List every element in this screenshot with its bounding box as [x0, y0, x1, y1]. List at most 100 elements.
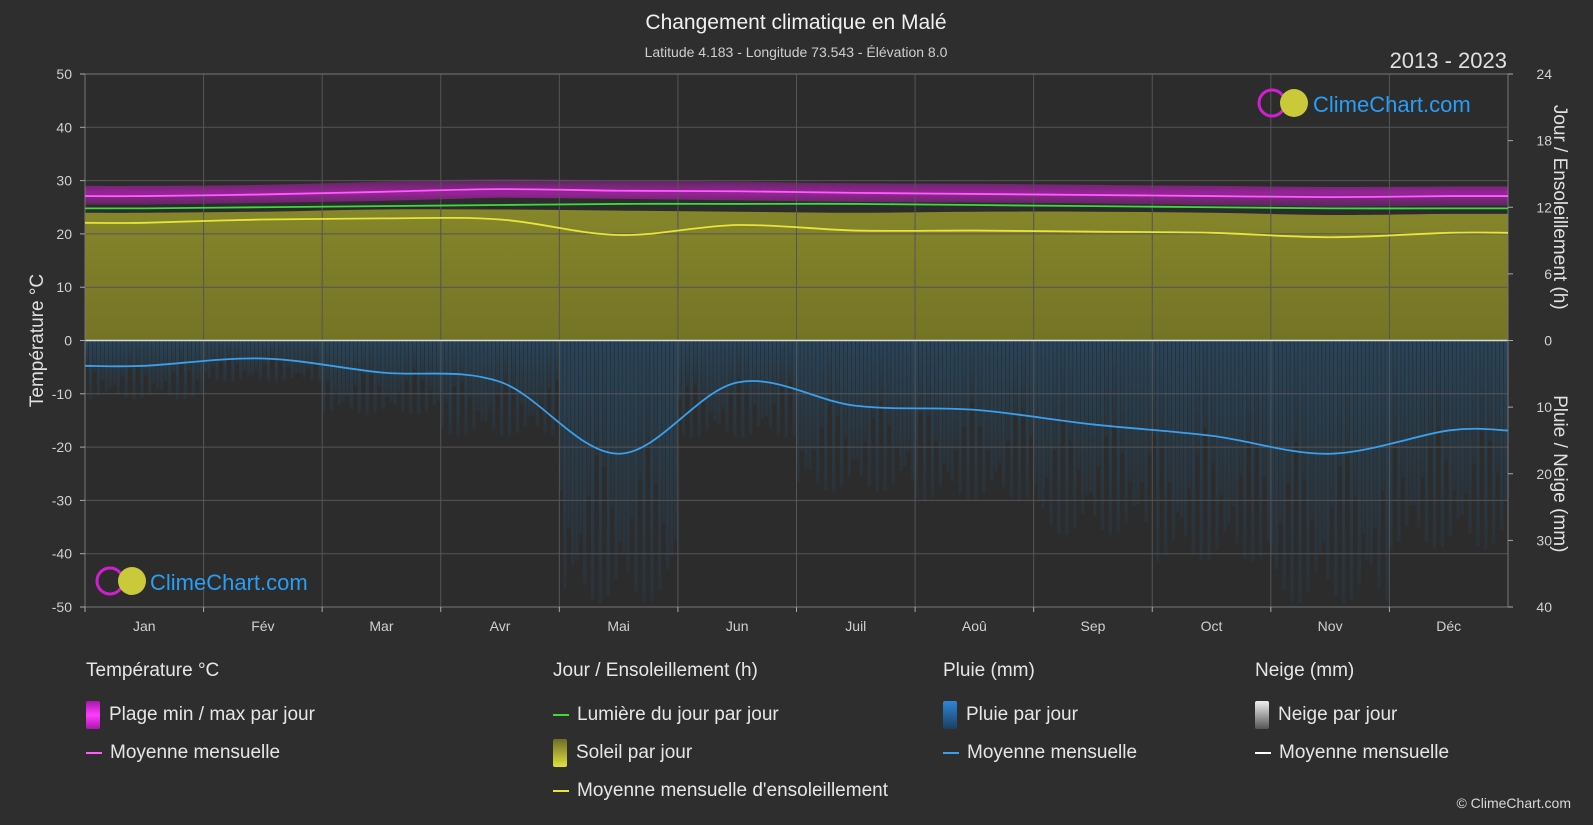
- rain-day-bar: [120, 340, 124, 378]
- rain-day-bar: [1199, 340, 1203, 561]
- rain-day-bar: [677, 340, 682, 401]
- rain-day-bar: [227, 340, 231, 359]
- rain-day-bar: [1330, 340, 1334, 507]
- rain-day-bar: [357, 340, 361, 414]
- rain-day-bar: [1393, 340, 1397, 447]
- rain-day-bar: [1401, 340, 1405, 478]
- rain-day-bar: [219, 340, 223, 362]
- rain-day-bar: [1175, 340, 1180, 513]
- rain-day-bar: [1448, 340, 1452, 537]
- rain-day-bar: [1436, 340, 1441, 427]
- left-tick-label: 40: [56, 119, 72, 135]
- rain-day-bar: [1504, 340, 1508, 502]
- rain-day-bar: [1124, 340, 1128, 523]
- rain-day-bar: [962, 340, 966, 427]
- legend-item: Neige par jour: [1255, 696, 1449, 734]
- rain-day-bar: [171, 340, 176, 374]
- rain-day-bar: [140, 340, 144, 399]
- rain-day-bar: [132, 340, 136, 400]
- rain-day-bar: [191, 340, 195, 398]
- rain-day-bar: [148, 340, 152, 395]
- legend-swatch: [553, 714, 569, 716]
- rain-day-bar: [294, 340, 298, 373]
- rain-day-bar: [492, 340, 496, 431]
- rain-day-bar: [1227, 340, 1231, 524]
- legend-label: Neige par jour: [1278, 704, 1398, 725]
- rain-day-bar: [183, 340, 187, 400]
- rain-day-bar: [1164, 340, 1168, 556]
- left-tick-label: 10: [56, 279, 72, 295]
- rain-day-bar: [330, 340, 334, 411]
- rain-day-bar: [314, 340, 318, 363]
- rain-day-bar: [160, 340, 164, 391]
- rain-day-bar: [733, 340, 737, 438]
- rain-day-bar: [958, 340, 962, 494]
- rain-day-bar: [1061, 340, 1065, 420]
- legend-swatch: [553, 790, 569, 792]
- rain-day-bar: [942, 340, 946, 464]
- logo-globe-icon: [118, 567, 146, 595]
- rain-day-bar: [1298, 340, 1302, 603]
- rain-day-bar: [100, 340, 104, 381]
- rain-day-bar: [1187, 340, 1191, 489]
- rain-day-bar: [551, 340, 555, 437]
- legend-item: Moyenne mensuelle: [1255, 734, 1449, 772]
- legend-title: Pluie (mm): [943, 660, 1035, 681]
- rain-day-bar: [456, 340, 460, 437]
- legend-item: Plage min / max par jour: [86, 696, 315, 734]
- rain-day-bar: [1223, 340, 1227, 532]
- rain-day-bar: [223, 340, 227, 383]
- rain-day-bar: [776, 340, 780, 436]
- rain-day-bar: [1266, 340, 1271, 544]
- logo-text-top: ClimeChart.com: [1313, 92, 1471, 117]
- rain-day-bar: [741, 340, 745, 438]
- rain-day-bar: [1065, 340, 1069, 535]
- month-label: Sep: [1080, 618, 1105, 634]
- rain-day-bar: [863, 340, 867, 441]
- rain-day-bar: [302, 340, 306, 378]
- rain-day-bar: [879, 340, 883, 402]
- rain-day-bar: [867, 340, 871, 487]
- rain-day-bar: [203, 340, 207, 374]
- rain-day-bar: [168, 340, 172, 396]
- rain-day-bar: [1049, 340, 1053, 525]
- rain-day-bar: [507, 340, 512, 437]
- rain-day-bar: [239, 340, 243, 380]
- rain-day-bar: [112, 340, 116, 386]
- rain-day-bar: [673, 340, 678, 540]
- rain-day-bar: [1314, 340, 1318, 572]
- rain-day-bar: [92, 340, 97, 373]
- chart-subtitle: Latitude 4.183 - Longitude 73.543 - Élév…: [645, 44, 948, 60]
- rain-day-bar: [808, 340, 812, 470]
- rain-day-bar: [468, 340, 472, 398]
- rain-day-bar: [270, 340, 274, 359]
- rain-day-bar: [626, 340, 630, 572]
- rain-day-bar: [847, 340, 852, 477]
- rain-day-bar: [1140, 340, 1144, 483]
- rain-day-bar: [1361, 340, 1365, 535]
- rain-day-bar: [713, 340, 717, 421]
- rain-day-bar: [709, 340, 713, 414]
- legend-item: Pluie par jour: [943, 696, 1137, 734]
- rain-day-bar: [389, 340, 393, 402]
- rain-day-bar: [1424, 340, 1429, 543]
- rain-day-bar: [1148, 340, 1152, 455]
- rain-day-bar: [575, 340, 579, 561]
- rain-day-bar: [555, 340, 559, 381]
- left-tick-label: -10: [52, 386, 72, 402]
- rain-day-bar: [911, 340, 915, 481]
- legend-label: Soleil par jour: [576, 742, 693, 763]
- rain-day-bar: [413, 340, 417, 370]
- rain-day-bar: [488, 340, 492, 409]
- rain-day-bar: [737, 340, 741, 380]
- rain-day-bar: [164, 340, 168, 383]
- rain-day-bar: [559, 340, 563, 491]
- rain-day-bar: [1472, 340, 1476, 465]
- copyright: © ClimeChart.com: [1456, 795, 1571, 811]
- rain-day-bar: [851, 340, 856, 460]
- rain-day-bar: [365, 340, 369, 415]
- rain-day-bar: [887, 340, 891, 426]
- rain-day-bar: [1282, 340, 1286, 591]
- rain-day-bar: [1243, 340, 1247, 558]
- rain-day-bar: [440, 340, 444, 428]
